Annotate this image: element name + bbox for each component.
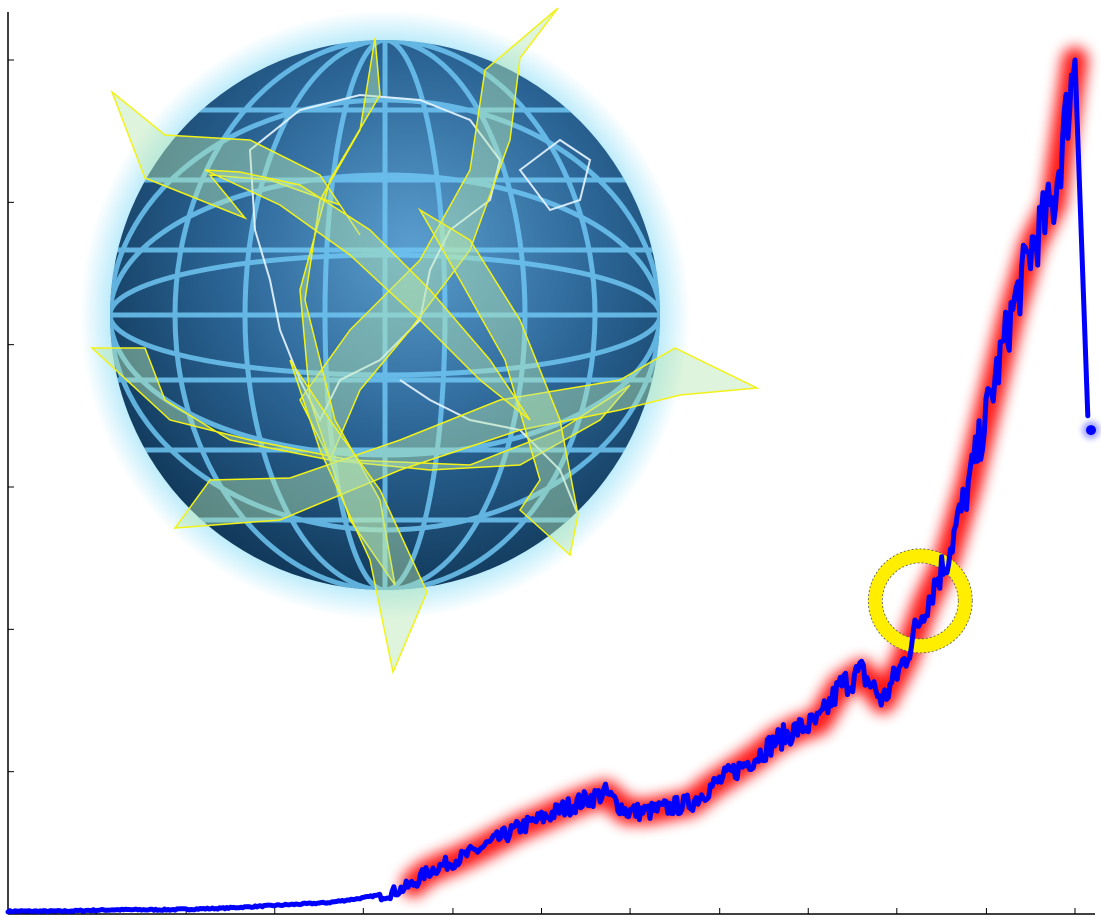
- series-line: [5, 57, 1091, 915]
- series-markers: [1082, 421, 1101, 440]
- end-point-marker: [1086, 425, 1097, 436]
- ring-band: [868, 548, 973, 653]
- ring-outline-inner: [881, 562, 959, 640]
- globe-illustration: [80, 7, 760, 675]
- highlight-ring: [867, 548, 973, 654]
- ring-outline-outer: [867, 548, 973, 654]
